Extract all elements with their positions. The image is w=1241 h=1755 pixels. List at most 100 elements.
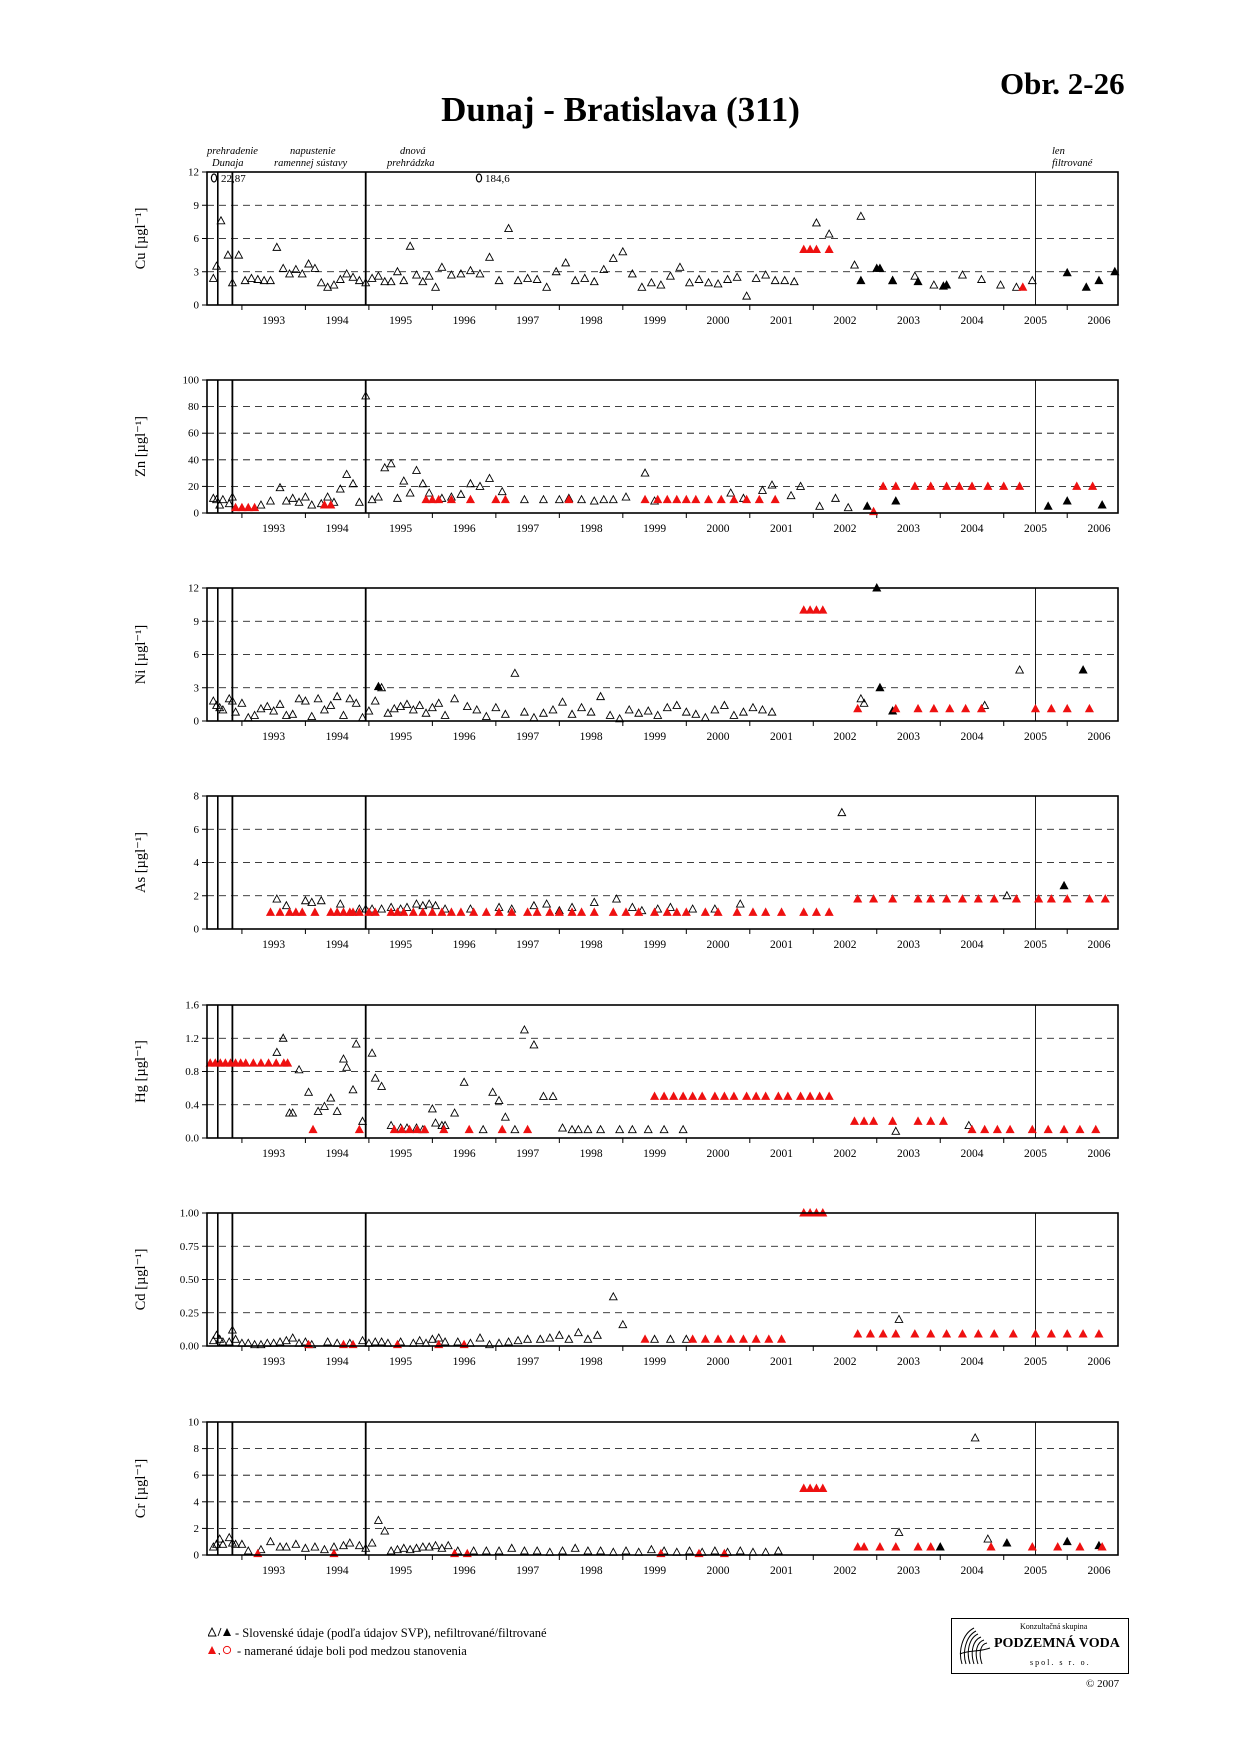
- data-point: [596, 1124, 606, 1134]
- data-point: [497, 486, 507, 496]
- data-point: [669, 1091, 679, 1100]
- data-point: [338, 1054, 349, 1063]
- y-axis-label: As [µgl⁻¹]: [133, 832, 149, 893]
- data-point: [494, 275, 504, 285]
- data-point: [237, 698, 247, 707]
- data-point: [208, 1542, 218, 1551]
- data-point: [735, 899, 745, 908]
- data-point: [297, 907, 307, 916]
- x-tick-label: 1998: [580, 939, 603, 951]
- data-point: [767, 707, 777, 716]
- data-point: [208, 1335, 218, 1345]
- data-point: [865, 1329, 875, 1338]
- data-point: [742, 494, 752, 504]
- data-point: [335, 274, 345, 283]
- x-tick-label: 2001: [770, 731, 793, 743]
- data-point: [529, 900, 539, 910]
- data-point: [227, 696, 237, 705]
- data-point: [262, 701, 272, 711]
- data-point: [497, 1124, 507, 1134]
- data-point: [348, 272, 358, 281]
- data-point: [361, 904, 371, 913]
- x-tick-label: 1998: [580, 315, 603, 327]
- x-tick-label: 2005: [1024, 1356, 1047, 1368]
- data-point: [450, 1108, 460, 1117]
- x-tick-label: 1997: [516, 523, 539, 535]
- data-point: [316, 895, 326, 905]
- data-point: [392, 907, 403, 916]
- data-point: [929, 280, 939, 289]
- data-point: [913, 894, 923, 903]
- x-tick-label: 1994: [326, 1356, 349, 1368]
- data-point: [240, 275, 250, 285]
- data-point: [335, 484, 345, 493]
- data-point: [735, 1546, 745, 1555]
- x-tick-label: 1995: [389, 1148, 412, 1160]
- data-point: [764, 1334, 774, 1343]
- plot-frame: [206, 379, 1119, 514]
- y-tick-label: 8: [194, 791, 200, 803]
- data-point: [1072, 481, 1082, 490]
- plot-frame: [206, 1212, 1119, 1347]
- data-point: [386, 276, 396, 286]
- data-point: [253, 274, 263, 283]
- data-point: [567, 1124, 577, 1134]
- data-point: [815, 1091, 825, 1100]
- data-point: [272, 894, 282, 903]
- x-tick-label: 1995: [389, 1565, 412, 1577]
- y-axis-label: Ni [µgl⁻¹]: [133, 625, 149, 684]
- data-point: [275, 699, 285, 708]
- y-tick-label: 100: [183, 375, 200, 387]
- data-point: [427, 1334, 437, 1343]
- annotation-dam-line1: prehradenie: [206, 146, 258, 157]
- data-point: [592, 1330, 602, 1339]
- plot-frame: [206, 1004, 1119, 1139]
- data-point: [681, 494, 691, 504]
- data-point: [608, 253, 618, 262]
- data-point: [976, 274, 987, 283]
- data-point: [218, 704, 228, 714]
- data-point: [859, 698, 869, 707]
- data-point: [427, 1103, 437, 1113]
- data-point: [957, 894, 968, 903]
- data-point: [875, 682, 885, 692]
- data-point: [650, 1334, 660, 1343]
- data-point: [659, 1091, 669, 1100]
- data-point: [684, 1546, 695, 1555]
- data-point: [1034, 894, 1044, 903]
- y-tick-label: 9: [194, 616, 200, 628]
- data-point: [300, 696, 310, 705]
- x-tick-label: 2004: [960, 1565, 983, 1577]
- data-point: [281, 710, 291, 719]
- data-point: [719, 1091, 729, 1100]
- data-point: [224, 1337, 234, 1346]
- data-point: [621, 1546, 631, 1555]
- data-point: [856, 693, 866, 703]
- data-point: [738, 1334, 748, 1343]
- data-point: [503, 223, 514, 232]
- data-point: [256, 703, 266, 713]
- x-tick-label: 2006: [1087, 315, 1110, 327]
- data-point: [926, 894, 936, 903]
- data-point: [599, 264, 609, 273]
- data-point: [335, 899, 345, 908]
- data-point: [513, 275, 523, 285]
- data-point: [424, 1542, 434, 1551]
- x-tick-label: 1997: [516, 1565, 539, 1577]
- y-tick-label: 10: [188, 1417, 200, 1429]
- x-tick-label: 1997: [516, 1148, 539, 1160]
- data-point: [627, 902, 637, 911]
- data-point: [208, 273, 218, 282]
- x-tick-label: 2006: [1087, 523, 1110, 535]
- data-point: [380, 1526, 390, 1535]
- data-point: [500, 709, 510, 718]
- data-point: [656, 280, 666, 289]
- data-point: [430, 1118, 441, 1127]
- data-point: [1078, 665, 1088, 674]
- data-point: [757, 704, 768, 714]
- data-point: [678, 1124, 688, 1134]
- data-point: [243, 712, 253, 722]
- data-point: [891, 1542, 901, 1551]
- figure-number: Obr. 2-26: [1000, 66, 1125, 101]
- data-point: [653, 494, 663, 504]
